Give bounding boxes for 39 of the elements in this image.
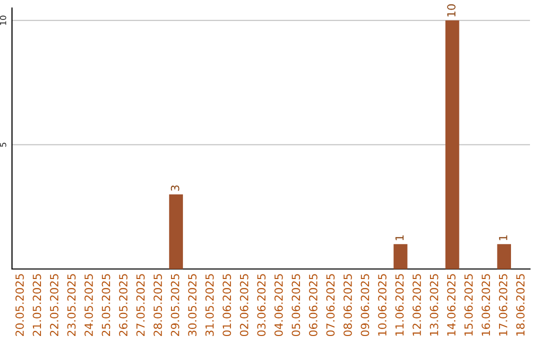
y-tick-label: 5 — [0, 142, 6, 147]
bar — [445, 20, 460, 269]
x-tick-label: 14.06.2025 — [447, 274, 456, 336]
x-tick-label: 18.06.2025 — [516, 274, 525, 336]
x-tick-label: 11.06.2025 — [395, 274, 404, 336]
x-tick-label: 20.05.2025 — [15, 274, 24, 336]
x-tick-label: 12.06.2025 — [412, 274, 421, 336]
data-label: 1 — [395, 235, 404, 240]
data-label: 1 — [499, 235, 508, 240]
x-tick-label: 13.06.2025 — [430, 274, 438, 336]
x-tick-label: 30.05.2025 — [188, 274, 197, 336]
data-label: 3 — [170, 185, 180, 191]
data-label: 10 — [447, 4, 456, 16]
x-tick-label: 08.06.2025 — [344, 274, 352, 336]
x-tick-label: 02.06.2025 — [240, 274, 248, 336]
x-tick-label: 21.05.2025 — [32, 274, 42, 336]
x-tick-label: 25.05.2025 — [102, 274, 110, 336]
x-tick-label: 31.05.2025 — [205, 274, 214, 336]
bar — [169, 194, 183, 269]
x-tick-label: 03.06.2025 — [257, 274, 266, 336]
x-tick-label: 27.05.2025 — [136, 274, 145, 336]
bar — [497, 244, 512, 269]
x-tick-label: 10.06.2025 — [378, 274, 386, 336]
x-tick-label: 04.06.2025 — [274, 274, 283, 336]
x-tick-label: 23.05.2025 — [67, 274, 76, 336]
x-tick-label: 09.06.2025 — [360, 274, 370, 336]
x-tick-label: 29.05.2025 — [170, 274, 180, 336]
x-tick-label: 22.05.2025 — [50, 274, 58, 336]
x-tick-label: 01.06.2025 — [222, 274, 232, 336]
x-tick-label: 15.06.2025 — [464, 274, 473, 336]
bar — [394, 244, 408, 269]
x-tick-label: 07.06.2025 — [326, 274, 335, 336]
x-tick-label: 28.05.2025 — [154, 274, 162, 336]
x-tick-label: 16.06.2025 — [482, 274, 490, 336]
x-tick-label: 24.05.2025 — [84, 274, 93, 336]
x-tick-label: 06.06.2025 — [308, 274, 318, 336]
x-tick-label: 17.06.2025 — [498, 274, 508, 336]
x-tick-label: 26.05.2025 — [119, 274, 128, 336]
x-tick-label: 05.06.2025 — [292, 274, 300, 336]
